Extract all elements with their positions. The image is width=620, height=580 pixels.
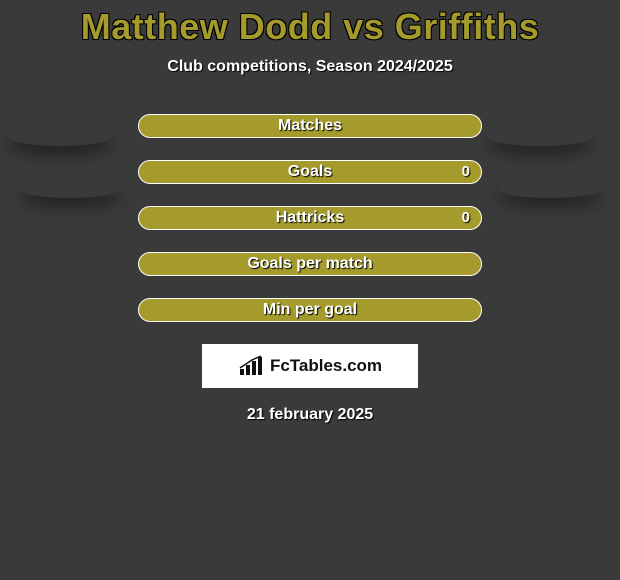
chart-row: Goals per match xyxy=(0,252,620,276)
bar-track xyxy=(138,252,482,276)
logo: FcTables.com xyxy=(202,344,418,388)
subtitle: Club competitions, Season 2024/2025 xyxy=(0,58,620,76)
bar-value-right: 0 xyxy=(462,206,470,230)
barchart-icon xyxy=(238,355,264,377)
page-title: Matthew Dodd vs Griffiths xyxy=(0,0,620,48)
bar-track xyxy=(138,114,482,138)
date-label: 21 february 2025 xyxy=(0,406,620,424)
chart-row: Min per goal xyxy=(0,298,620,322)
chart-row: Hattricks 0 xyxy=(0,206,620,230)
bar-track xyxy=(138,298,482,322)
chart-row: Goals 0 xyxy=(0,160,620,184)
chart-row: Matches xyxy=(0,114,620,138)
comparison-chart: Matches Goals 0 Hattricks 0 Goals per ma… xyxy=(0,114,620,322)
bar-track xyxy=(138,160,482,184)
logo-text: FcTables.com xyxy=(270,356,382,376)
bar-track xyxy=(138,206,482,230)
bar-value-right: 0 xyxy=(462,160,470,184)
